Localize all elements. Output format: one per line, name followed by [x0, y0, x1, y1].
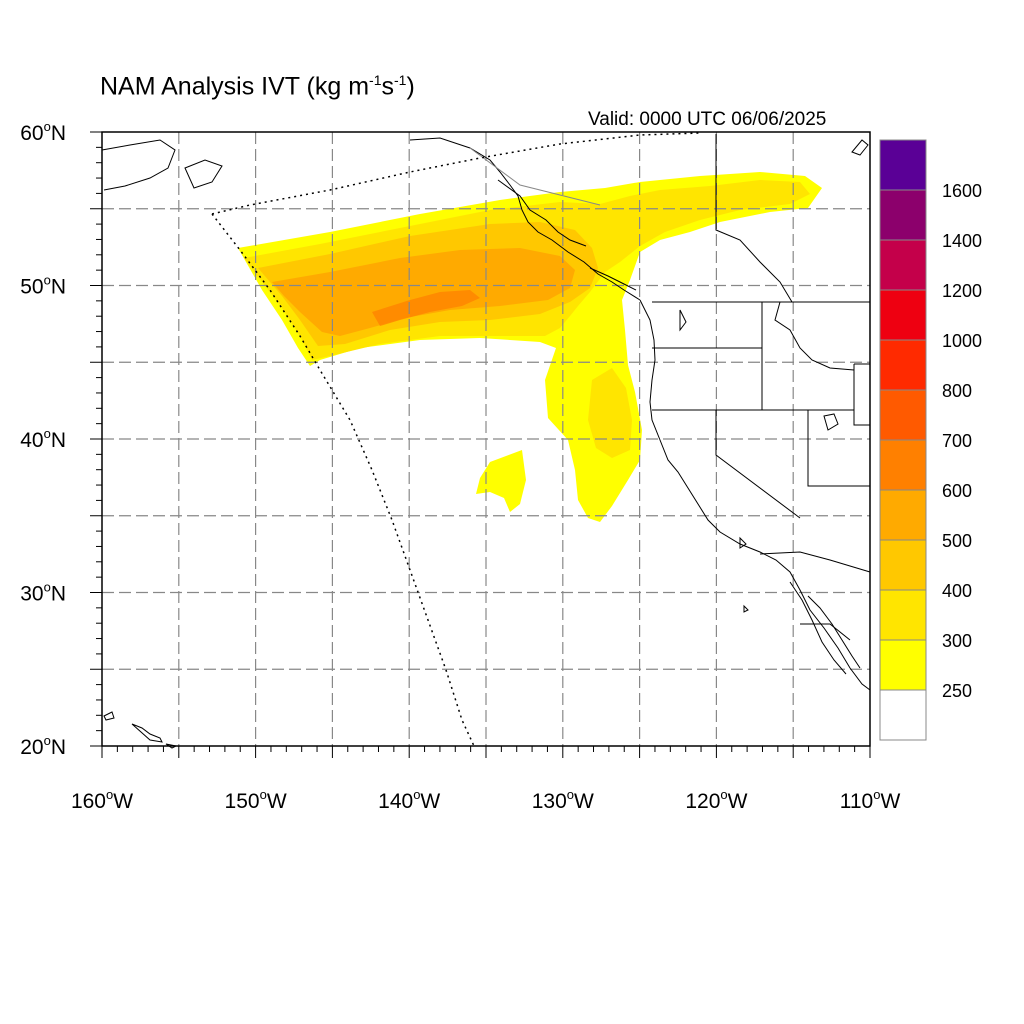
colorbar-swatch — [879, 189, 927, 241]
valid-time-label: Valid: 0000 UTC 06/06/2025 — [588, 109, 827, 130]
lat-label: 50oN — [20, 273, 66, 299]
nam-domain-boundary — [211, 132, 701, 747]
chart-title: NAM Analysis IVT (kg m-1s-1) — [100, 72, 415, 101]
political-borders-layer — [652, 134, 871, 641]
colorbar-level-label: 1600 — [942, 181, 982, 201]
colorbar-level-label: 700 — [942, 431, 972, 451]
lon-label: 120oW — [685, 787, 747, 813]
colorbar-swatch — [879, 139, 927, 191]
coastlines-layer — [101, 137, 871, 749]
axis-ticks — [90, 131, 871, 758]
lat-label: 30oN — [20, 580, 66, 606]
colorbar-level-label: 1200 — [942, 281, 982, 301]
colorbar-swatch — [879, 339, 927, 391]
colorbar-swatch — [879, 389, 927, 441]
colorbar-swatch — [879, 289, 927, 341]
ivt-region-300-plume — [588, 368, 632, 458]
colorbar-swatch — [879, 639, 927, 691]
axis-labels: 60oN 50oN 40oN 30oN 20oN 160oW 150oW 140oW 130oW… — [20, 119, 900, 813]
lat-lon-gridlines — [102, 132, 870, 746]
colorbar-swatch — [879, 439, 927, 491]
lon-label: 160oW — [71, 787, 133, 813]
colorbar-level-label: 1000 — [942, 331, 982, 351]
canada-us-border — [469, 147, 601, 206]
lat-label: 40oN — [20, 426, 66, 452]
colorbar-level-label: 1400 — [942, 231, 982, 251]
colorbar-labels: 250 300 400 500 600 700 800 1000 1200 1400 1600 — [942, 181, 982, 701]
ivt-region-600 — [372, 290, 480, 326]
colorbar-swatch — [879, 689, 927, 741]
ivt-region-250-south — [476, 450, 526, 512]
colorbar-level-label: 300 — [942, 631, 972, 651]
colorbar — [879, 139, 927, 741]
colorbar-swatch — [879, 539, 927, 591]
colorbar-swatch — [879, 489, 927, 541]
colorbar-level-label: 800 — [942, 381, 972, 401]
lat-label: 60oN — [20, 119, 66, 145]
ivt-region-500 — [272, 248, 575, 336]
colorbar-level-label: 600 — [942, 481, 972, 501]
colorbar-level-label: 250 — [942, 681, 972, 701]
colorbar-swatch — [879, 239, 927, 291]
lon-label: 150oW — [225, 787, 287, 813]
lat-label: 20oN — [20, 733, 66, 759]
lon-label: 130oW — [532, 787, 594, 813]
ivt-fill-layer — [238, 172, 822, 522]
colorbar-level-label: 400 — [942, 581, 972, 601]
lon-label: 140oW — [378, 787, 440, 813]
colorbar-level-label: 500 — [942, 531, 972, 551]
colorbar-swatch — [879, 589, 927, 641]
lon-label: 110oW — [840, 787, 901, 813]
